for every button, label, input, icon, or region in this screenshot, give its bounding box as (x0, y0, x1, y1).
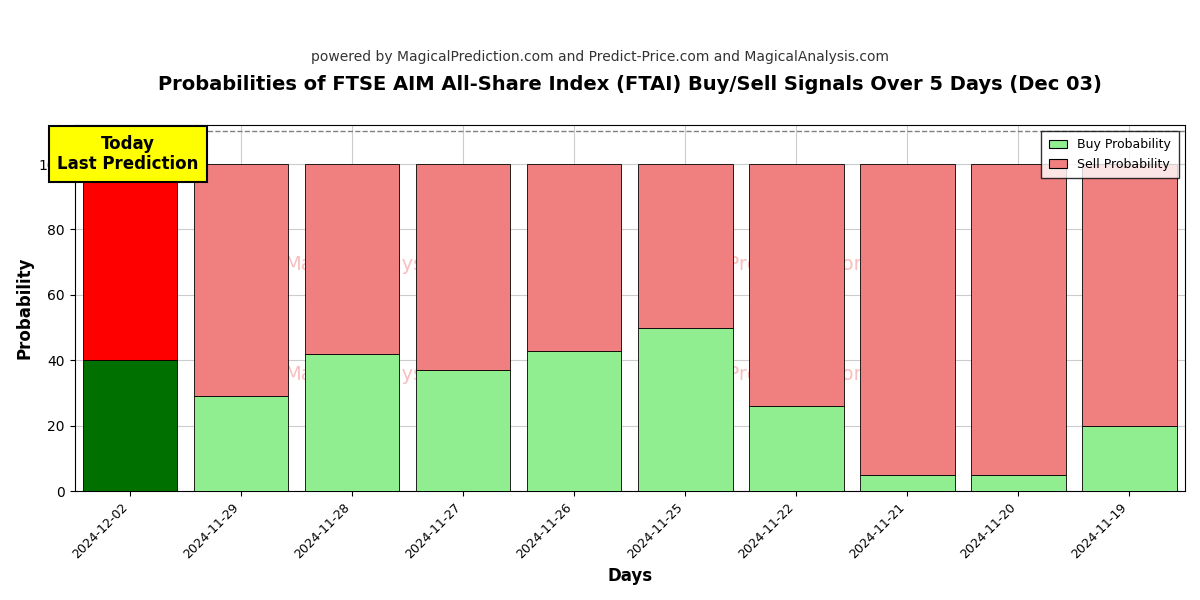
Bar (1082, 164, 1177, 426)
Y-axis label: Probability: Probability (16, 257, 34, 359)
Bar (971, 475, 1066, 491)
Text: Today
Last Prediction: Today Last Prediction (58, 134, 199, 173)
Bar (527, 350, 622, 491)
X-axis label: Days: Days (607, 567, 653, 585)
Bar (971, 164, 1066, 475)
Bar (416, 164, 510, 370)
Bar (860, 475, 955, 491)
Bar (527, 164, 622, 350)
Title: Probabilities of FTSE AIM All-Share Index (FTAI) Buy/Sell Signals Over 5 Days (D: Probabilities of FTSE AIM All-Share Inde… (158, 75, 1102, 94)
Bar (749, 406, 844, 491)
Bar (1082, 426, 1177, 491)
Bar (749, 164, 844, 406)
Text: MagicalPrediction.com: MagicalPrediction.com (653, 254, 872, 274)
Text: powered by MagicalPrediction.com and Predict-Price.com and MagicalAnalysis.com: powered by MagicalPrediction.com and Pre… (311, 50, 889, 64)
Bar (83, 164, 178, 361)
Bar (83, 361, 178, 491)
Text: MagicalAnalysis.com: MagicalAnalysis.com (284, 365, 487, 383)
Bar (194, 397, 288, 491)
Bar (638, 328, 732, 491)
Bar (860, 164, 955, 475)
Text: MagicalAnalysis.com: MagicalAnalysis.com (284, 254, 487, 274)
Bar (194, 164, 288, 397)
Bar (305, 164, 400, 354)
Legend: Buy Probability, Sell Probability: Buy Probability, Sell Probability (1042, 131, 1178, 178)
Bar (416, 370, 510, 491)
Text: MagicalPrediction.com: MagicalPrediction.com (653, 365, 872, 383)
Bar (638, 164, 732, 328)
Bar (305, 354, 400, 491)
